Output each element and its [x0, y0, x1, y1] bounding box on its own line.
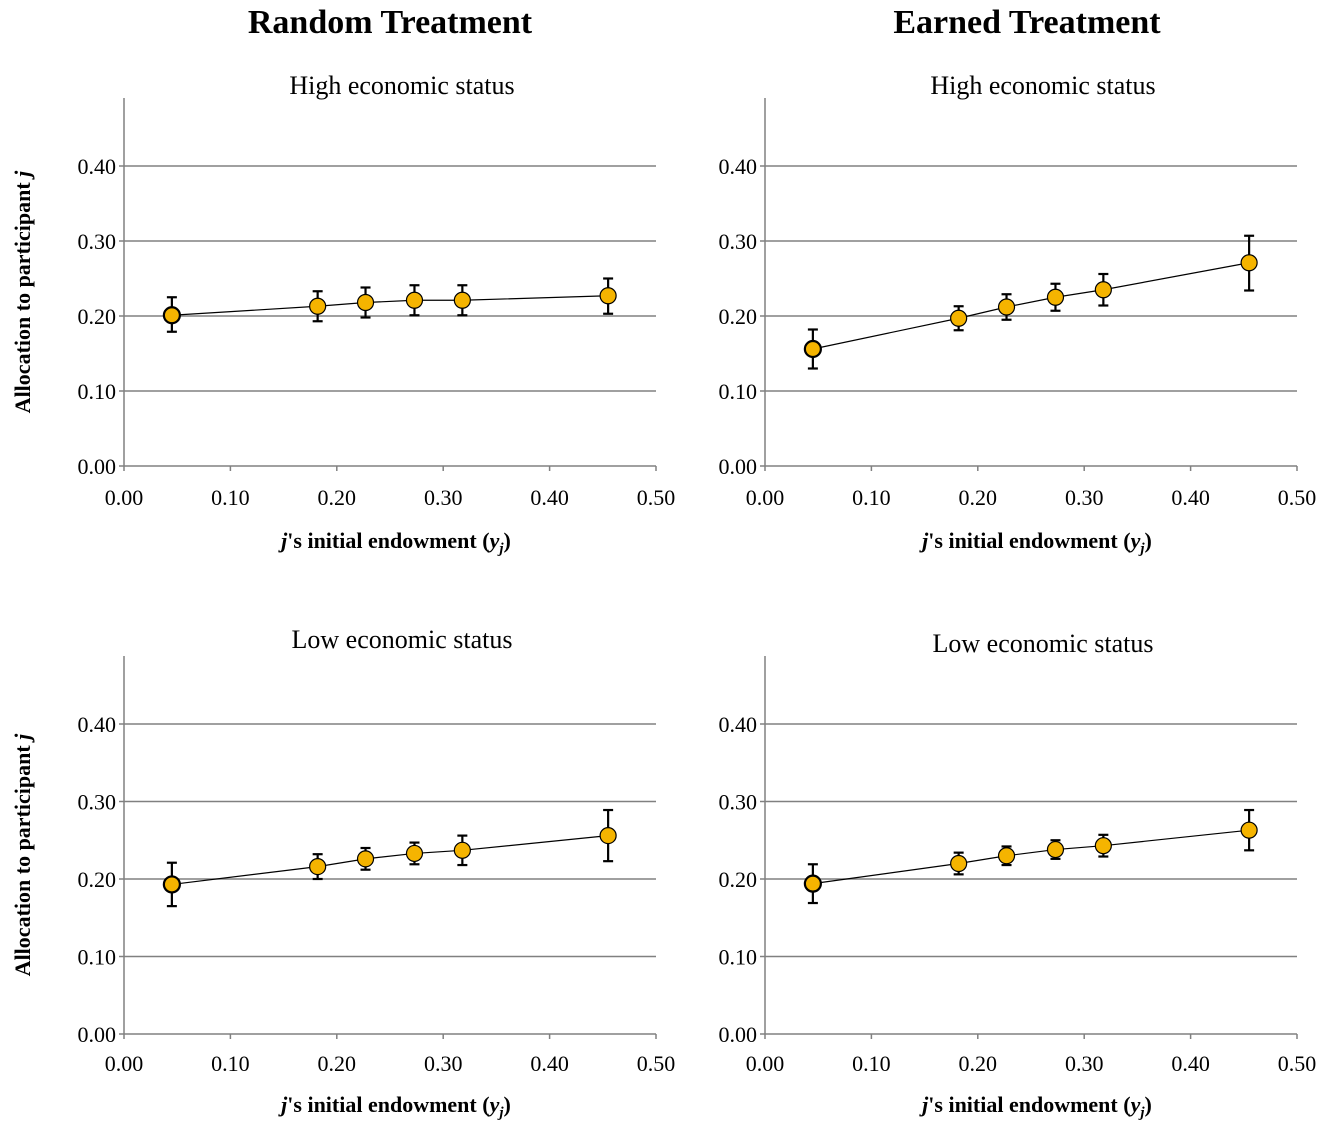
x-tick-label: 0.10	[852, 485, 891, 510]
y-tick-label: 0.00	[78, 454, 117, 479]
y-tick-label: 0.10	[78, 379, 117, 404]
data-point	[453, 291, 471, 309]
x-tick-label: 0.40	[1171, 1051, 1210, 1076]
x-tick-label: 0.50	[1278, 1051, 1317, 1076]
y-tick-label: 0.10	[719, 379, 758, 404]
data-point	[1094, 837, 1112, 855]
x-tick-label: 0.20	[959, 485, 998, 510]
data-point	[453, 841, 471, 859]
y-tick-label: 0.20	[719, 304, 758, 329]
x-tick-label: 0.10	[211, 485, 250, 510]
series-line	[812, 829, 1250, 885]
data-point	[1094, 281, 1112, 299]
x-tick-label: 0.00	[746, 485, 785, 510]
x-tick-label: 0.30	[1065, 1051, 1104, 1076]
y-tick-label: 0.20	[78, 867, 117, 892]
y-tick-label: 0.40	[719, 154, 758, 179]
data-point	[309, 857, 327, 876]
x-tick-label: 0.50	[637, 485, 676, 510]
random-treatment-title: Random Treatment	[247, 4, 533, 41]
panel-title: High economic status	[930, 71, 1155, 100]
x-axis-label: j's initial endowment (yj)	[278, 1092, 511, 1121]
data-point	[803, 339, 822, 359]
y-tick-label: 0.40	[78, 712, 117, 737]
x-tick-label: 0.30	[424, 1051, 463, 1076]
x-tick-label: 0.10	[211, 1051, 250, 1076]
y-axis-label: Allocation to participant j	[10, 170, 35, 414]
x-tick-label: 0.40	[530, 1051, 569, 1076]
x-tick-label: 0.40	[530, 485, 569, 510]
panel-title: Low economic status	[292, 625, 513, 654]
data-point	[405, 291, 424, 309]
x-tick-label: 0.50	[1278, 485, 1317, 510]
x-tick-label: 0.20	[318, 1051, 357, 1076]
x-tick-label: 0.20	[318, 485, 357, 510]
y-tick-label: 0.30	[78, 229, 117, 254]
x-tick-label: 0.10	[852, 1051, 891, 1076]
data-point	[309, 297, 327, 315]
data-point	[950, 854, 968, 873]
x-tick-label: 0.00	[746, 1051, 785, 1076]
panel-title: Low economic status	[933, 629, 1154, 658]
y-tick-label: 0.30	[78, 790, 117, 815]
x-tick-label: 0.40	[1171, 485, 1210, 510]
x-tick-label: 0.00	[105, 1051, 144, 1076]
data-point	[599, 287, 617, 305]
data-point	[1046, 840, 1065, 859]
series-line	[171, 295, 609, 316]
y-tick-label: 0.10	[78, 945, 117, 970]
x-axis-label: j's initial endowment (yj)	[919, 1092, 1152, 1121]
data-point	[162, 875, 181, 894]
data-point	[803, 874, 822, 893]
y-tick-label: 0.00	[719, 454, 758, 479]
data-point	[599, 826, 617, 845]
data-point	[162, 306, 181, 325]
y-tick-label: 0.30	[719, 229, 758, 254]
data-point	[997, 847, 1016, 865]
x-axis-label: j's initial endowment (yj)	[278, 528, 511, 557]
x-tick-label: 0.30	[1065, 485, 1104, 510]
data-point	[950, 309, 968, 327]
y-axis-label: Allocation to participant j	[10, 733, 35, 977]
data-point	[997, 298, 1016, 316]
y-tick-label: 0.40	[78, 154, 117, 179]
y-tick-label: 0.40	[719, 712, 758, 737]
data-point	[1240, 254, 1258, 272]
earned-treatment-title: Earned Treatment	[893, 4, 1161, 41]
data-point	[405, 844, 424, 863]
y-tick-label: 0.20	[78, 304, 117, 329]
x-tick-label: 0.00	[105, 485, 144, 510]
x-tick-label: 0.20	[959, 1051, 998, 1076]
series-line	[812, 262, 1250, 350]
panel-title: High economic status	[289, 71, 514, 100]
data-point	[356, 850, 375, 868]
data-point	[1046, 288, 1065, 306]
data-point	[356, 293, 375, 312]
data-point	[1240, 821, 1258, 839]
y-tick-label: 0.20	[719, 867, 758, 892]
x-tick-label: 0.30	[424, 485, 463, 510]
y-tick-label: 0.00	[78, 1022, 117, 1047]
x-axis-label: j's initial endowment (yj)	[919, 528, 1152, 557]
y-tick-label: 0.30	[719, 790, 758, 815]
x-tick-label: 0.50	[637, 1051, 676, 1076]
y-tick-label: 0.10	[719, 945, 758, 970]
series-line	[171, 835, 609, 886]
y-tick-label: 0.00	[719, 1022, 758, 1047]
